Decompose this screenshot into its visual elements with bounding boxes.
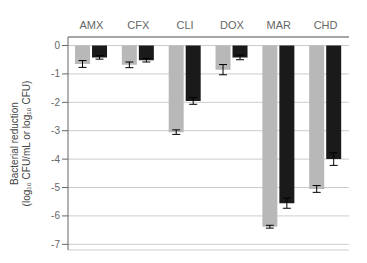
svg-text:DOX: DOX <box>220 19 245 31</box>
svg-text:-4: -4 <box>51 154 60 165</box>
svg-text:CHD: CHD <box>314 19 338 31</box>
svg-text:-5: -5 <box>51 182 60 193</box>
svg-text:-6: -6 <box>51 210 60 221</box>
svg-text:AMX: AMX <box>79 19 104 31</box>
svg-text:CLI: CLI <box>177 19 194 31</box>
svg-text:-3: -3 <box>51 125 60 136</box>
svg-text:MAR: MAR <box>267 19 292 31</box>
svg-text:CFX: CFX <box>127 19 150 31</box>
svg-text:-7: -7 <box>51 239 60 250</box>
svg-text:Bacterial reduction(log₁₀ CFU/: Bacterial reduction(log₁₀ CFU/mL or log₁… <box>9 81 32 207</box>
svg-text:-2: -2 <box>51 97 60 108</box>
svg-text:-1: -1 <box>51 68 60 79</box>
svg-text:0: 0 <box>54 40 60 51</box>
